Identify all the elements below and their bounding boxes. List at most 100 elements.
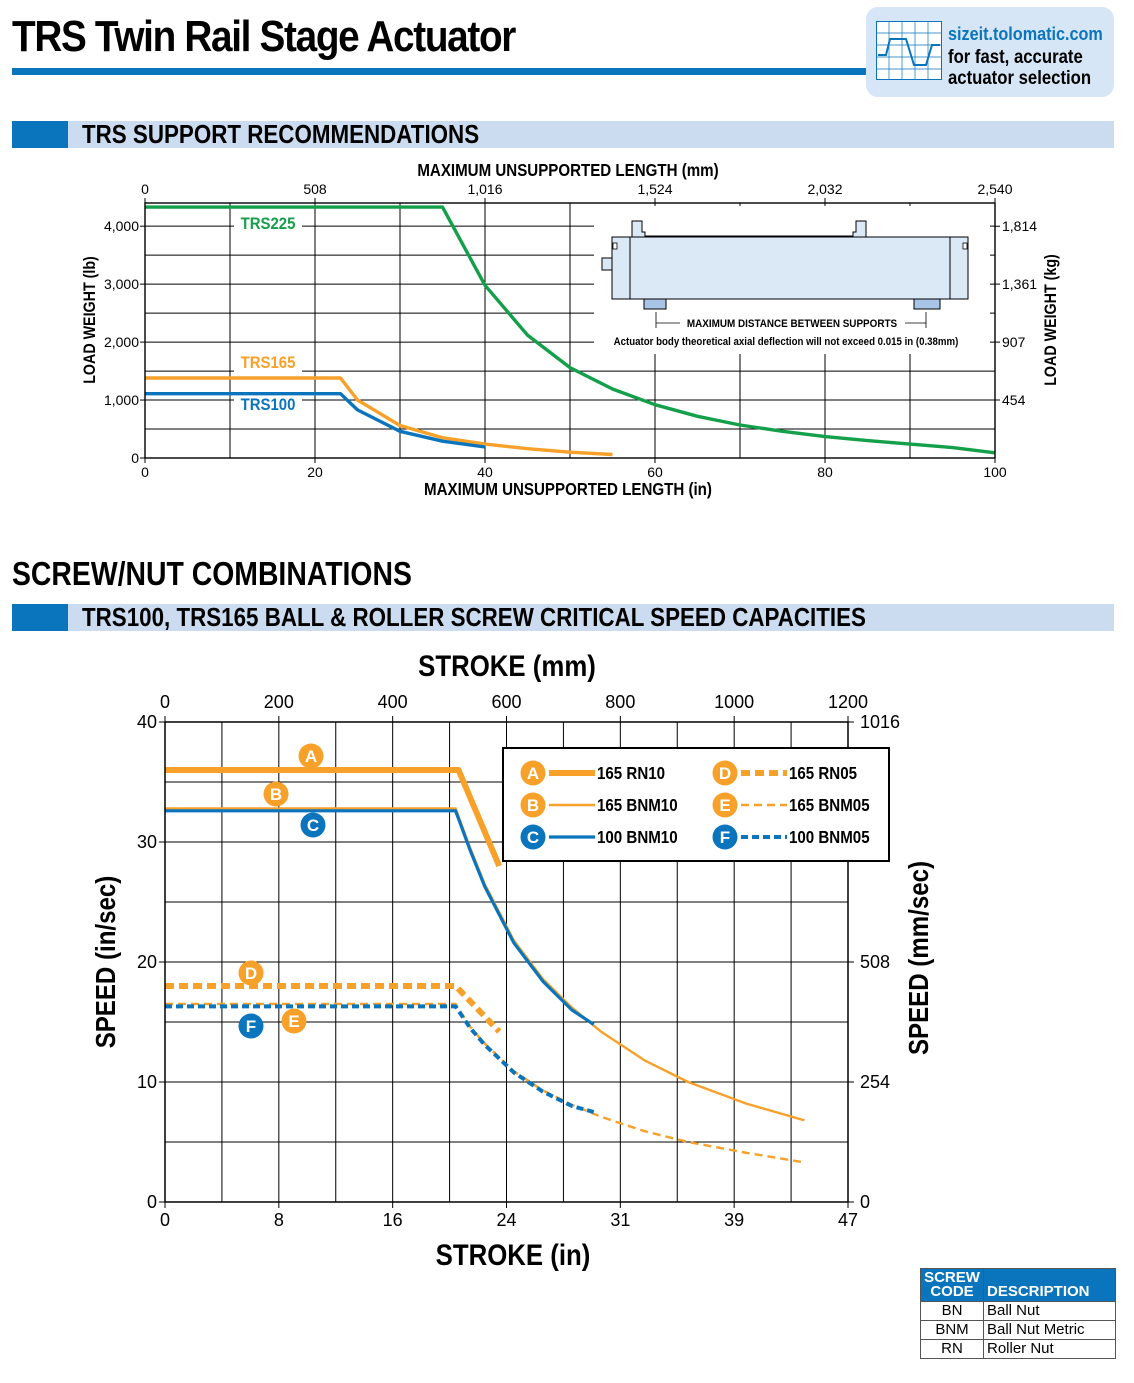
x-tick-label: 47: [838, 1210, 858, 1230]
legend-label: 165 RN10: [597, 763, 665, 784]
y2-tick-label: 0: [860, 1192, 870, 1212]
table-header-description: DESCRIPTION: [983, 1268, 1116, 1302]
series-line-b: [165, 807, 805, 1122]
x2-tick-label: 0: [141, 181, 149, 197]
x-tick-label: 39: [724, 1210, 744, 1230]
legend-label: 165 RN05: [789, 763, 857, 784]
y-tick-label: 0: [131, 450, 139, 466]
x2-tick-label: 600: [491, 692, 521, 712]
support-chart: MAXIMUM DISTANCE BETWEEN SUPPORTS Actuat…: [81, 160, 1060, 500]
series-line-e: [165, 1002, 805, 1164]
series-code-badge-b: [263, 781, 289, 807]
section-band-support: TRS SUPPORT RECOMMENDATIONS: [12, 121, 1114, 148]
section-title-support: TRS SUPPORT RECOMMENDATIONS: [82, 119, 480, 149]
table-header-code: SCREW CODE: [920, 1268, 984, 1302]
code-cell: RN: [920, 1339, 984, 1359]
x2-tick-label: 1000: [714, 692, 754, 712]
series-code-badge-d: [238, 960, 264, 986]
description-cell: Ball Nut: [983, 1301, 1116, 1321]
series-code-letter: F: [720, 828, 730, 847]
series-label-bg: [234, 354, 302, 372]
series-code-badge-e: [712, 792, 738, 818]
x-tick-label: 20: [307, 464, 323, 480]
series-code-badge-a: [298, 743, 324, 769]
x2-axis-title: MAXIMUM UNSUPPORTED LENGTH (mm): [417, 160, 718, 181]
series-code-letter: D: [245, 964, 257, 983]
y-tick-label: 10: [137, 1072, 157, 1092]
sizeit-promo[interactable]: sizeit.tolomatic.com for fast, accurate …: [866, 7, 1114, 97]
series-label: TRS165: [241, 354, 296, 372]
promo-url-link[interactable]: sizeit.tolomatic.com: [948, 24, 1103, 44]
x2-tick-label: 200: [264, 692, 294, 712]
y2-axis-title: SPEED (mm/sec): [902, 861, 934, 1055]
series-label-bg: [234, 215, 302, 233]
series-code-letter: A: [305, 747, 317, 766]
y-tick-label: 4,000: [104, 218, 139, 234]
series-code-badge-a: [520, 760, 546, 786]
x-tick-label: 0: [141, 464, 149, 480]
code-cell: BN: [920, 1301, 984, 1321]
series-code-letter: D: [719, 764, 731, 783]
table-row: BN Ball Nut: [920, 1301, 1116, 1321]
y2-tick-label: 254: [860, 1072, 890, 1092]
section-band-screw: TRS100, TRS165 BALL & ROLLER SCREW CRITI…: [12, 604, 1114, 631]
x2-tick-label: 1,016: [467, 181, 502, 197]
x-tick-label: 24: [496, 1210, 516, 1230]
y-tick-label: 40: [137, 712, 157, 732]
x-tick-label: 80: [817, 464, 833, 480]
y2-axis-title: LOAD WEIGHT (kg): [1042, 254, 1060, 386]
actuator-inset-diagram: MAXIMUM DISTANCE BETWEEN SUPPORTS Actuat…: [594, 206, 990, 354]
x-tick-label: 100: [983, 464, 1007, 480]
inset-dimension-label: MAXIMUM DISTANCE BETWEEN SUPPORTS: [687, 319, 897, 331]
series-code-badge-d: [712, 760, 738, 786]
y2-tick-label: 508: [860, 952, 890, 972]
y2-tick-label: 1,361: [1002, 276, 1037, 292]
x2-tick-label: 1,524: [637, 181, 672, 197]
series-code-badge-b: [520, 792, 546, 818]
legend-box: [502, 747, 890, 862]
y2-tick-label: 1,814: [1002, 218, 1037, 234]
y-tick-label: 20: [137, 952, 157, 972]
series-line-c: [165, 809, 595, 1026]
promo-text-line2: actuator selection: [948, 68, 1092, 89]
x-axis-title: MAXIMUM UNSUPPORTED LENGTH (in): [424, 479, 712, 500]
legend-label: 165 BNM10: [597, 795, 678, 816]
x2-axis-title: STROKE (mm): [418, 649, 596, 682]
y-tick-label: 2,000: [104, 334, 139, 350]
inset-note: Actuator body theoretical axial deflecti…: [614, 337, 959, 349]
x2-tick-label: 800: [605, 692, 635, 712]
screw-nut-heading: SCREW/NUT COMBINATIONS: [12, 555, 412, 592]
series-line-trs225: [145, 205, 996, 455]
series-code-badge-e: [281, 1008, 307, 1034]
x-tick-label: 60: [647, 464, 663, 480]
y-axis-title: LOAD WEIGHT (lb): [81, 256, 99, 384]
section-title-screw: TRS100, TRS165 BALL & ROLLER SCREW CRITI…: [82, 602, 866, 632]
legend-label: 165 BNM05: [789, 795, 870, 816]
legend-label: 100 BNM05: [789, 827, 870, 848]
series-line-trs100: [145, 392, 486, 449]
y-tick-label: 1,000: [104, 392, 139, 408]
series-code-letter: F: [246, 1017, 256, 1036]
series-code-badge-c: [300, 812, 326, 838]
x-tick-label: 40: [477, 464, 493, 480]
series-label-bg: [234, 396, 302, 414]
x2-tick-label: 0: [160, 692, 170, 712]
y-tick-label: 0: [147, 1192, 157, 1212]
series-code-badge-f: [238, 1013, 264, 1039]
x2-tick-label: 2,540: [977, 181, 1012, 197]
series-line-trs165: [145, 376, 613, 457]
series-code-badge-f: [712, 824, 738, 850]
x2-tick-label: 2,032: [807, 181, 842, 197]
y-axis-title: SPEED (in/sec): [89, 876, 121, 1049]
series-code-letter: B: [270, 785, 282, 804]
x2-tick-label: 400: [378, 692, 408, 712]
series-line-d: [165, 983, 502, 1034]
series-label: TRS100: [241, 396, 296, 414]
promo-text-line1: for fast, accurate: [948, 47, 1083, 68]
x-tick-label: 8: [274, 1210, 284, 1230]
table-row: BNM Ball Nut Metric: [920, 1320, 1116, 1340]
description-cell: Ball Nut Metric: [983, 1320, 1116, 1340]
series-line-a: [165, 767, 502, 868]
x-tick-label: 16: [383, 1210, 403, 1230]
x-tick-label: 0: [160, 1210, 170, 1230]
